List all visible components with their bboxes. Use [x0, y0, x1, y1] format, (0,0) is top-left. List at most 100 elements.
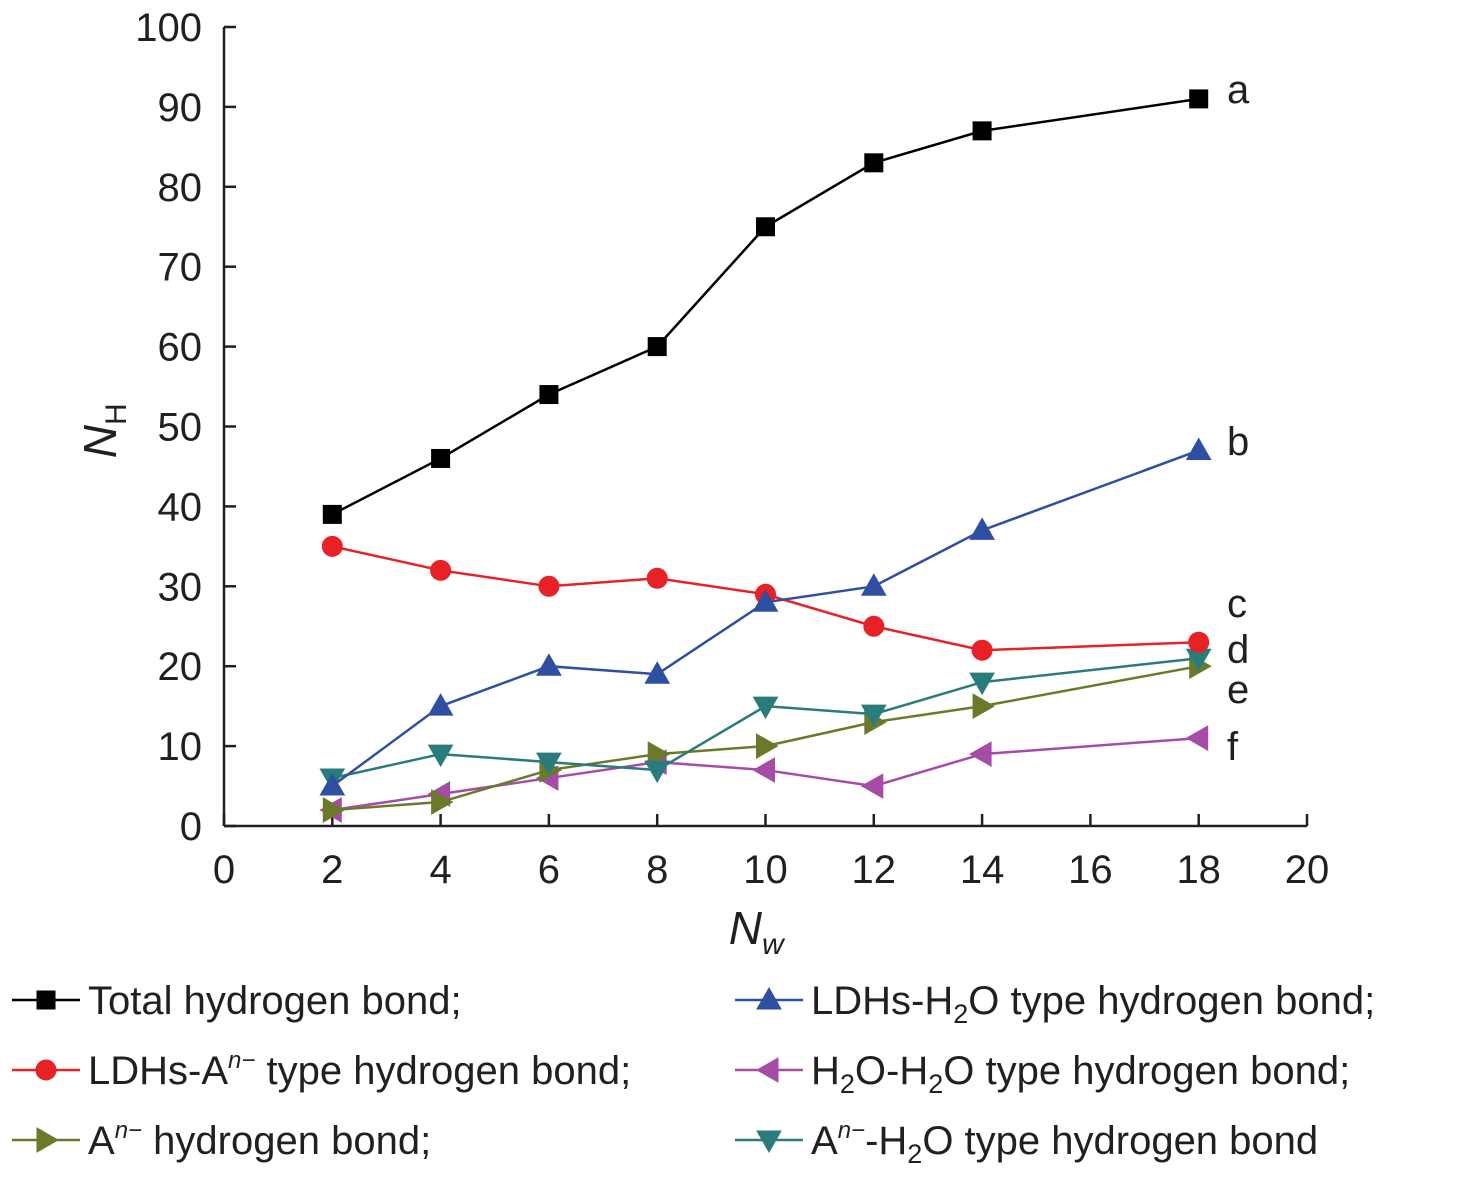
legend-text-part: H [811, 1049, 840, 1093]
legend-text-part: A [811, 1119, 838, 1163]
legend-superscript: n− [115, 1117, 142, 1144]
legend-superscript: n− [228, 1047, 255, 1074]
legend-text-part: O type hydrogen bond [922, 1119, 1318, 1163]
x-tick-label: 2 [321, 848, 343, 892]
x-tick-label: 0 [213, 848, 235, 892]
x-tick-label: 18 [1176, 848, 1221, 892]
curve-label-d: d [1227, 628, 1249, 672]
data-point-ldhs_h2o [1185, 437, 1212, 460]
data-point-ldhs_an [646, 567, 668, 589]
series-line-ldhs_h2o [331, 449, 1200, 788]
x-tick-label: 10 [743, 848, 788, 892]
series-line-h2o_h2o [332, 736, 1199, 812]
x-tick-label: 8 [646, 848, 668, 892]
x-tick-label: 16 [1068, 848, 1113, 892]
series-total [322, 89, 1209, 524]
data-point-an_h2o [644, 760, 671, 784]
x-tick-label: 14 [960, 848, 1005, 892]
series-an [322, 653, 1212, 823]
legend-subscript: 2 [953, 999, 968, 1029]
data-point-total [972, 121, 992, 141]
legend-label: Total hydrogen bond; [88, 979, 462, 1023]
series-layer [319, 89, 1212, 823]
data-point-ldhs_h2o [860, 573, 887, 596]
data-point-ldhs_h2o [644, 661, 671, 684]
data-point-h2o_h2o [860, 773, 884, 799]
y-tick-label: 30 [158, 565, 203, 609]
series-line-an [332, 664, 1199, 812]
data-point-h2o_h2o [752, 757, 775, 783]
data-point-ldhs_an [538, 575, 560, 597]
data-point-total [539, 385, 559, 405]
legend: Total hydrogen bond; LDHs-H2O type hydrog… [12, 979, 1375, 1169]
legend-entry-total: Total hydrogen bond; [12, 979, 462, 1023]
data-point-an [972, 693, 996, 720]
y-axis-title-main: N [74, 424, 126, 458]
axes: 0 2 4 6 8 10 12 14 16 18 20 0 10 20 30 40 50 60 70 80 90 100 [135, 6, 1329, 892]
curve-label-c: c [1227, 582, 1247, 626]
data-point-an_h2o [969, 672, 995, 696]
x-tick-label: 20 [1285, 848, 1330, 892]
data-point-ldhs_h2o [536, 653, 562, 676]
data-point-total [864, 153, 884, 173]
data-point-an_h2o [860, 704, 887, 728]
legend-entry-an: An− hydrogen bond; [12, 1117, 431, 1163]
legend-label: LDHs-H2O type hydrogen bond; [811, 979, 1375, 1029]
curve-label-a: a [1227, 68, 1250, 112]
x-tick-label: 4 [429, 848, 451, 892]
legend-text-part: hydrogen bond; [142, 1119, 431, 1163]
legend-entry-ldhs_an: LDHs-An− type hydrogen bond; [12, 1047, 631, 1093]
x-tick-label: 6 [538, 848, 560, 892]
legend-label: An−-H2O type hydrogen bond [811, 1117, 1318, 1169]
x-axis-title-main: N [729, 902, 763, 954]
legend-subscript: 2 [840, 1069, 855, 1099]
data-point-ldhs_an [321, 535, 343, 557]
legend-marker-an_h2o [756, 1130, 782, 1154]
y-axis-title: N H [74, 403, 133, 458]
y-tick-label: 90 [158, 86, 203, 130]
data-point-ldhs_an [1188, 631, 1210, 653]
legend-entry-an_h2o: An−-H2O type hydrogen bond [735, 1117, 1318, 1169]
data-point-total [756, 217, 775, 237]
legend-text-part: O type hydrogen bond; [968, 979, 1375, 1023]
data-point-total [647, 337, 667, 357]
series-ldhs_h2o [319, 437, 1212, 796]
legend-text-part: A [88, 1119, 115, 1163]
legend-label: LDHs-An− type hydrogen bond; [88, 1047, 631, 1093]
curve-label-f: f [1227, 725, 1239, 769]
y-tick-label: 60 [158, 326, 203, 370]
x-tick-label: 12 [852, 848, 897, 892]
legend-marker-ldhs_an [35, 1059, 57, 1081]
series-line-total [331, 97, 1199, 516]
y-tick-label: 20 [158, 645, 203, 689]
series-an_h2o [319, 648, 1212, 792]
curve-label-b: b [1227, 420, 1249, 464]
data-point-ldhs_h2o [752, 589, 779, 612]
data-point-ldhs_an [971, 639, 993, 661]
data-point-an [431, 789, 454, 815]
x-axis-title: N w [729, 902, 786, 961]
legend-entry-ldhs_h2o: LDHs-H2O type hydrogen bond; [735, 979, 1375, 1029]
legend-text-part: type hydrogen bond; [255, 1049, 631, 1093]
data-point-an [647, 741, 671, 767]
y-axis-title-sub: H [100, 403, 133, 425]
data-point-total [322, 504, 342, 524]
data-point-ldhs_an [430, 559, 452, 581]
data-point-ldhs_h2o [319, 773, 346, 796]
data-point-an_h2o [752, 696, 779, 720]
legend-label: An− hydrogen bond; [88, 1117, 431, 1163]
legend-marker-total [36, 990, 56, 1010]
legend-text-part: LDHs-H [811, 979, 953, 1023]
data-point-an_h2o [427, 744, 454, 768]
legend-superscript: n− [838, 1117, 865, 1144]
data-point-ldhs_an [863, 615, 885, 637]
data-point-h2o_h2o [1185, 725, 1209, 751]
y-tick-label: 40 [158, 485, 203, 529]
legend-text-part: LDHs-A [88, 1049, 228, 1093]
legend-entry-h2o_h2o: H2O-H2O type hydrogen bond; [735, 1049, 1350, 1099]
y-tick-label: 70 [158, 246, 203, 290]
y-tick-label: 80 [158, 166, 203, 210]
legend-label: H2O-H2O type hydrogen bond; [811, 1049, 1350, 1099]
